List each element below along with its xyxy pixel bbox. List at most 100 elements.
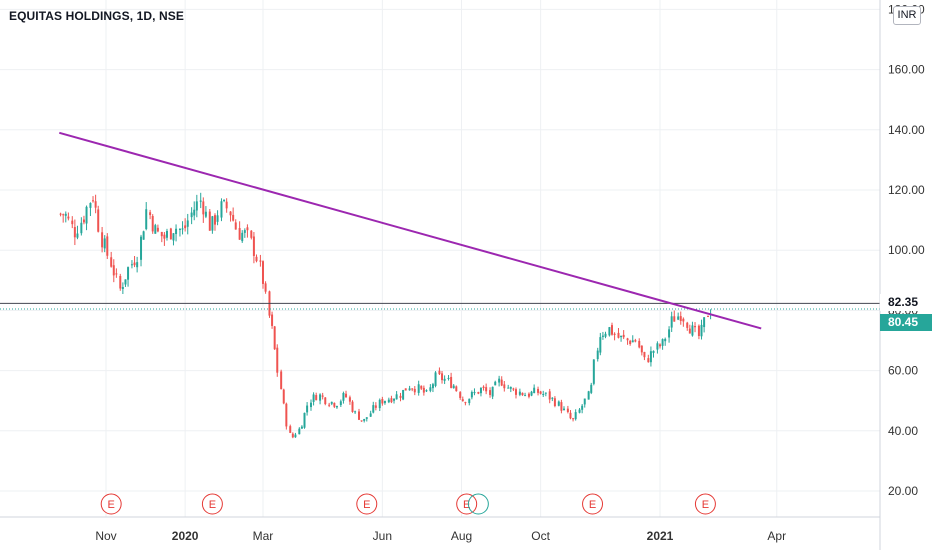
x-tick-label: Aug — [451, 529, 472, 543]
candle-body — [647, 358, 650, 363]
candle-body — [530, 391, 533, 396]
candle-body — [363, 418, 366, 421]
candle-body — [181, 228, 184, 230]
candle-body — [441, 373, 444, 381]
candle-body — [178, 229, 181, 231]
candle-body — [195, 201, 198, 211]
candle-body — [291, 433, 294, 438]
candle-body — [592, 359, 595, 384]
candle-body — [661, 339, 664, 346]
candle-body — [542, 393, 545, 395]
candle-body — [500, 379, 503, 386]
candle-body — [533, 387, 536, 394]
candle-body — [420, 385, 423, 389]
candle-body — [354, 411, 357, 413]
candle-body — [498, 378, 501, 383]
candle-body — [186, 220, 189, 227]
earnings-event-icon[interactable] — [100, 493, 122, 515]
candle-body — [252, 236, 255, 256]
candle-body — [574, 412, 577, 420]
candle-body — [348, 397, 351, 402]
candle-body — [551, 397, 554, 399]
candle-body — [518, 391, 521, 395]
candle-body — [596, 350, 599, 360]
candle-body — [259, 260, 262, 262]
candle-body — [578, 409, 581, 413]
earnings-event-icon[interactable] — [356, 493, 378, 515]
earnings-event-icon[interactable] — [201, 493, 223, 515]
candle-body — [282, 389, 285, 404]
candle-body — [477, 392, 480, 394]
candle-body — [494, 381, 497, 386]
x-tick-label: Oct — [531, 529, 550, 543]
candle-body — [121, 287, 124, 290]
candle-body — [330, 401, 333, 404]
candle-body — [404, 388, 407, 391]
candle-body — [452, 385, 455, 389]
candle-body — [273, 326, 276, 350]
earnings-event-icon[interactable] — [582, 493, 604, 515]
candle-body — [204, 211, 207, 217]
candle-body — [527, 393, 530, 397]
candle-body — [464, 402, 467, 404]
candle-body — [145, 209, 148, 230]
candle-body — [485, 387, 488, 392]
candle-body — [378, 399, 381, 409]
candle-body — [652, 350, 655, 353]
candle-body — [447, 377, 450, 379]
candle-body — [112, 265, 115, 276]
x-tick-label: Nov — [95, 529, 116, 543]
candle-body — [566, 408, 569, 412]
candle-body — [211, 216, 214, 231]
candle-body — [524, 395, 527, 397]
candle-body — [208, 211, 211, 231]
candle-body — [604, 333, 607, 337]
candle-body — [431, 384, 434, 389]
candle-body — [285, 403, 288, 427]
candle-body — [450, 376, 453, 388]
x-tick-label: Jun — [373, 529, 392, 543]
earnings-event-icon[interactable] — [694, 493, 716, 515]
candle-body — [390, 398, 393, 403]
candle-body — [562, 408, 565, 411]
candle-body — [649, 351, 652, 363]
candle-body — [395, 394, 398, 400]
currency-badge[interactable]: INR — [893, 6, 921, 25]
candle-body — [255, 256, 258, 262]
candle-body — [369, 413, 372, 417]
candle-body — [136, 262, 139, 268]
candle-body — [82, 219, 85, 223]
candle-body — [512, 388, 515, 390]
candle-body — [59, 213, 62, 215]
y-tick-label: 40.00 — [888, 424, 918, 438]
candle-body — [220, 201, 223, 218]
candle-body — [438, 370, 441, 375]
candle-body — [686, 322, 689, 328]
trendline[interactable] — [59, 131, 762, 330]
earnings-event-label: E — [108, 499, 115, 511]
candle-body — [422, 387, 425, 393]
candle-body — [688, 328, 691, 334]
candle-body — [315, 395, 318, 401]
candle-body — [190, 212, 193, 218]
candle-body — [459, 392, 462, 398]
candle-body — [544, 392, 547, 394]
candles — [59, 192, 712, 439]
x-tick-label: Mar — [253, 529, 274, 543]
candle-body — [411, 388, 414, 390]
earnings-event-label: E — [209, 499, 216, 511]
y-tick-label: 140.00 — [888, 123, 925, 137]
candle-body — [151, 216, 154, 232]
dividend-event-icon[interactable] — [467, 493, 489, 515]
candle-body — [216, 215, 219, 222]
candle-body — [342, 392, 345, 401]
candle-body — [634, 340, 637, 342]
candle-body — [250, 230, 253, 238]
candle-body — [365, 417, 368, 419]
earnings-event-icon[interactable] — [456, 493, 478, 515]
candle-body — [700, 324, 703, 337]
candle-body — [71, 220, 74, 225]
